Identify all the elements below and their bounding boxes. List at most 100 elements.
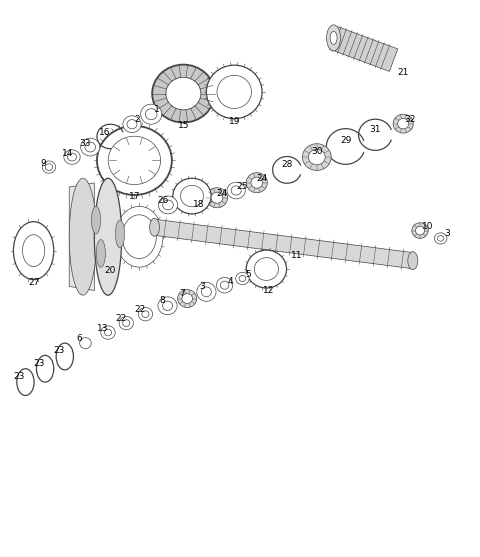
Ellipse shape [101,326,115,339]
Text: 1: 1 [154,105,159,114]
Ellipse shape [45,164,53,170]
Ellipse shape [116,220,125,248]
Text: 7: 7 [180,289,185,298]
Ellipse shape [171,82,195,105]
Ellipse shape [158,196,178,214]
Ellipse shape [69,178,96,295]
Ellipse shape [163,301,172,310]
Text: 23: 23 [13,372,25,381]
Ellipse shape [197,282,216,301]
Ellipse shape [393,114,413,133]
Ellipse shape [96,240,106,267]
Text: 2: 2 [134,115,140,124]
Ellipse shape [220,281,229,289]
Ellipse shape [302,144,331,170]
Text: 16: 16 [99,128,110,137]
Ellipse shape [123,116,141,133]
Text: 29: 29 [340,136,351,145]
Ellipse shape [17,369,34,395]
Ellipse shape [173,178,211,214]
Text: 9: 9 [40,159,46,168]
Text: 14: 14 [61,149,73,158]
Ellipse shape [119,316,133,330]
Ellipse shape [239,276,246,282]
Text: 19: 19 [228,117,240,126]
Text: 24: 24 [216,189,228,198]
Ellipse shape [231,186,241,195]
Ellipse shape [434,233,447,244]
Ellipse shape [123,320,130,326]
Text: 21: 21 [397,68,409,77]
Ellipse shape [142,311,149,317]
Polygon shape [329,27,398,71]
Text: 26: 26 [157,196,169,205]
Text: 5: 5 [245,270,251,279]
Ellipse shape [68,153,76,161]
Ellipse shape [182,294,192,304]
Ellipse shape [64,150,80,164]
Ellipse shape [178,290,197,307]
Text: 8: 8 [159,296,165,305]
Ellipse shape [152,65,215,123]
Text: 25: 25 [236,182,248,190]
Ellipse shape [397,119,409,129]
Text: 4: 4 [227,277,233,286]
Text: 11: 11 [291,251,302,260]
Ellipse shape [251,177,263,188]
Ellipse shape [412,223,428,238]
Ellipse shape [217,75,252,109]
Ellipse shape [246,173,267,193]
Ellipse shape [145,109,157,120]
Text: 23: 23 [54,346,65,355]
Ellipse shape [141,104,162,124]
Ellipse shape [92,206,101,234]
Text: 6: 6 [77,334,83,343]
Ellipse shape [438,236,444,241]
Text: 3: 3 [200,282,205,291]
Ellipse shape [408,252,418,270]
Text: 22: 22 [134,305,146,314]
Ellipse shape [246,250,287,288]
Text: 30: 30 [311,147,323,156]
Ellipse shape [116,206,163,267]
Ellipse shape [117,144,152,177]
Text: 23: 23 [34,359,45,368]
Ellipse shape [26,240,41,262]
Ellipse shape [330,31,337,45]
Ellipse shape [138,307,153,321]
Text: 28: 28 [281,160,293,169]
Ellipse shape [180,185,204,207]
Ellipse shape [80,338,91,349]
Ellipse shape [13,222,54,280]
Ellipse shape [81,138,100,156]
Ellipse shape [127,120,137,129]
Text: 15: 15 [178,121,189,130]
Text: 10: 10 [422,222,434,231]
Text: 18: 18 [193,201,205,209]
Ellipse shape [23,234,45,267]
Ellipse shape [309,149,325,165]
Text: 22: 22 [115,314,127,323]
Ellipse shape [254,258,278,280]
Ellipse shape [85,142,96,152]
Ellipse shape [163,200,173,210]
Ellipse shape [166,77,201,110]
Text: 24: 24 [256,174,267,183]
Ellipse shape [122,215,156,258]
Ellipse shape [416,226,424,235]
Text: 20: 20 [105,266,116,275]
Ellipse shape [225,82,244,101]
Ellipse shape [206,65,262,119]
Ellipse shape [95,178,122,295]
Ellipse shape [166,77,201,110]
Ellipse shape [97,126,172,195]
Ellipse shape [42,161,56,173]
Polygon shape [154,219,414,268]
Text: 27: 27 [28,278,39,287]
Text: 17: 17 [129,192,140,201]
Text: 3: 3 [444,229,450,238]
Ellipse shape [326,25,341,51]
Ellipse shape [227,182,245,199]
Ellipse shape [202,287,211,297]
Text: 31: 31 [370,125,381,134]
